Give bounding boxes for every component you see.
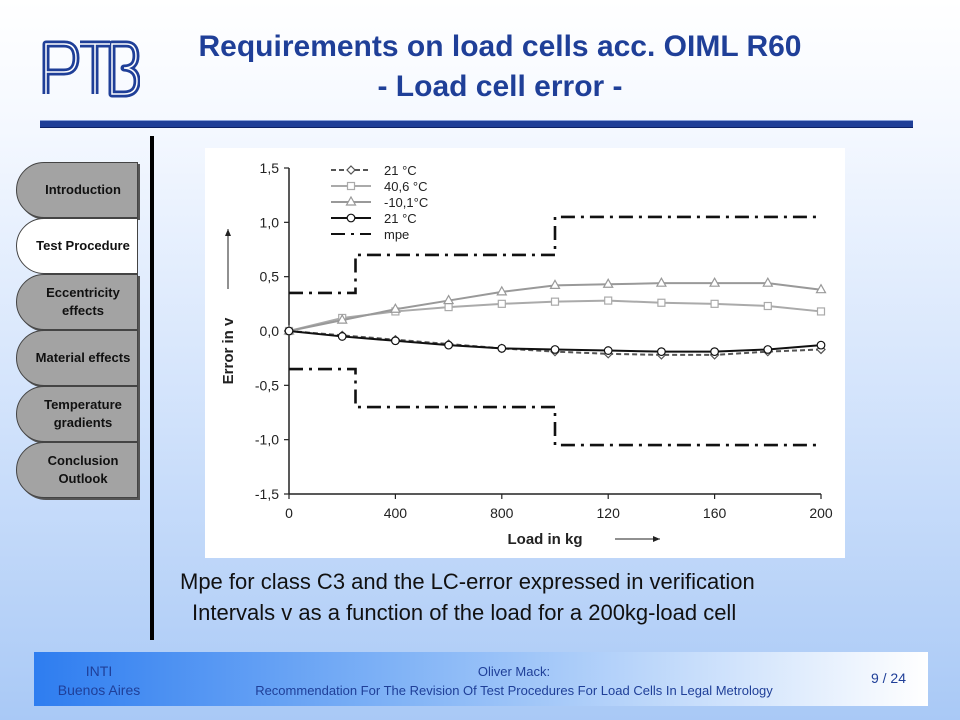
triangle-marker [389, 303, 401, 313]
square-marker [710, 299, 719, 308]
footer-presentation: Oliver Mack: Recommendation For The Revi… [184, 662, 844, 700]
nav-item-test-procedure[interactable]: Test Procedure [16, 218, 138, 274]
page-title: Requirements on load cells acc. OIML R60 [198, 30, 802, 63]
triangle-marker [815, 283, 827, 294]
circle-marker [603, 346, 613, 355]
sidebar-divider [150, 136, 154, 640]
triangle-marker [496, 285, 508, 296]
nav-label: Eccentricity effects [46, 285, 120, 318]
nav-item-temperature-gradients[interactable]: Temperature gradients [16, 386, 138, 442]
y-tick-label: 0,5 [260, 269, 280, 285]
y-tick-label: 1,5 [260, 160, 280, 176]
caption-line-2: Intervals v as a function of the load fo… [192, 600, 737, 625]
legend-label: 40,6 °C [384, 179, 428, 194]
circle-marker [816, 340, 826, 350]
triangle-marker [762, 276, 774, 287]
nav-label: Temperature gradients [44, 397, 122, 430]
footer: INTI Buenos Aires Oliver Mack: Recommend… [34, 652, 928, 706]
series-3 [284, 326, 826, 357]
circle-marker [284, 326, 294, 336]
y-tick-label: -0,5 [255, 377, 279, 393]
load-cell-error-chart: 1,5 1,0 0,5 0,0 -0,5 -1,0 -1,5 0 400 800 120 160 200… [205, 148, 845, 558]
legend-label: 21 °C [384, 163, 417, 178]
x-axis-arrowhead [653, 536, 660, 542]
series-4 [289, 215, 821, 295]
square-marker [444, 302, 453, 312]
caption-line-1: Mpe for class C3 and the LC-error expres… [180, 569, 755, 594]
nav-label: Introduction [45, 182, 121, 197]
nav-item-introduction[interactable]: Introduction [16, 162, 138, 218]
triangle-marker [602, 278, 614, 288]
y-tick-label: -1,5 [255, 486, 279, 502]
ptb-logo [40, 36, 141, 100]
nav-item-eccentricity-effects[interactable]: Eccentricity effects [16, 274, 138, 330]
square-marker [550, 297, 560, 306]
circle-marker [763, 345, 773, 354]
footer-location: INTI Buenos Aires [34, 662, 164, 700]
square-marker [657, 298, 666, 307]
square-marker [763, 301, 772, 311]
series-line [289, 367, 821, 447]
circle-marker [346, 213, 356, 223]
x-tick-label: 120 [597, 505, 621, 521]
triangle-marker [709, 276, 721, 287]
square-marker [346, 181, 356, 191]
circle-marker [497, 343, 507, 353]
circle-marker [710, 347, 720, 357]
x-axis-label: Load in kg [508, 531, 583, 548]
x-tick-label: 400 [384, 505, 408, 521]
nav-label: Conclusion Outlook [47, 453, 119, 486]
footer-talk-title: Recommendation For The Revision Of Test … [255, 683, 773, 698]
triangle-marker [655, 276, 667, 287]
circle-marker [550, 345, 560, 354]
x-tick-label: 800 [490, 505, 514, 521]
square-marker [816, 307, 826, 316]
series-5 [289, 367, 821, 447]
x-tick-label: 160 [703, 505, 727, 521]
circle-marker [390, 336, 400, 346]
x-tick-label: 0 [285, 505, 293, 521]
square-marker [604, 296, 613, 305]
x-tick-label: 200 [809, 505, 833, 521]
y-tick-label: 0,0 [260, 323, 280, 339]
footer-city: Buenos Aires [57, 682, 141, 698]
circle-marker [337, 332, 347, 341]
circle-marker [444, 340, 454, 350]
triangle-marker [345, 195, 357, 206]
y-axis-arrowhead [225, 229, 231, 236]
page-subtitle: - Load cell error - [377, 70, 623, 103]
footer-org: INTI [85, 663, 113, 679]
diamond-marker [346, 165, 356, 175]
series-line [289, 215, 821, 295]
nav-item-material-effects[interactable]: Material effects [16, 330, 138, 386]
triangle-marker [336, 313, 348, 324]
triangle-marker [549, 279, 561, 289]
circle-marker [657, 347, 666, 357]
nav-label: Material effects [35, 350, 131, 365]
y-tick-label: 1,0 [260, 214, 280, 230]
triangle-marker [443, 294, 455, 305]
legend-label: -10,1°C [384, 195, 428, 210]
y-axis-label: Error in v [220, 317, 237, 384]
legend-label: 21 °C [384, 211, 417, 226]
y-tick-label: -1,0 [255, 432, 279, 448]
page-number: 9 / 24 [870, 670, 906, 686]
square-marker [497, 299, 506, 308]
nav-item-conclusion-outlook[interactable]: Conclusion Outlook [16, 442, 138, 498]
nav-label: Test Procedure [36, 238, 130, 253]
footer-author: Oliver Mack: [477, 664, 551, 679]
legend-label: mpe [384, 227, 409, 242]
title-divider [40, 120, 913, 128]
